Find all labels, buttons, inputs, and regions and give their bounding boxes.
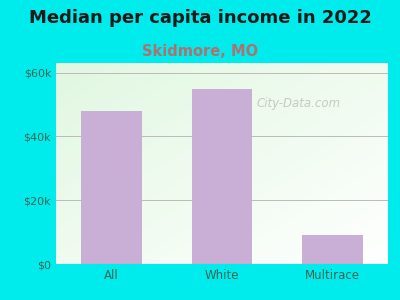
Text: City-Data.com: City-Data.com (256, 97, 340, 110)
Bar (81, 111, 142, 264)
Text: Skidmore, MO: Skidmore, MO (142, 44, 258, 59)
Bar (192, 88, 252, 264)
Bar (302, 235, 363, 264)
Text: Median per capita income in 2022: Median per capita income in 2022 (28, 9, 372, 27)
